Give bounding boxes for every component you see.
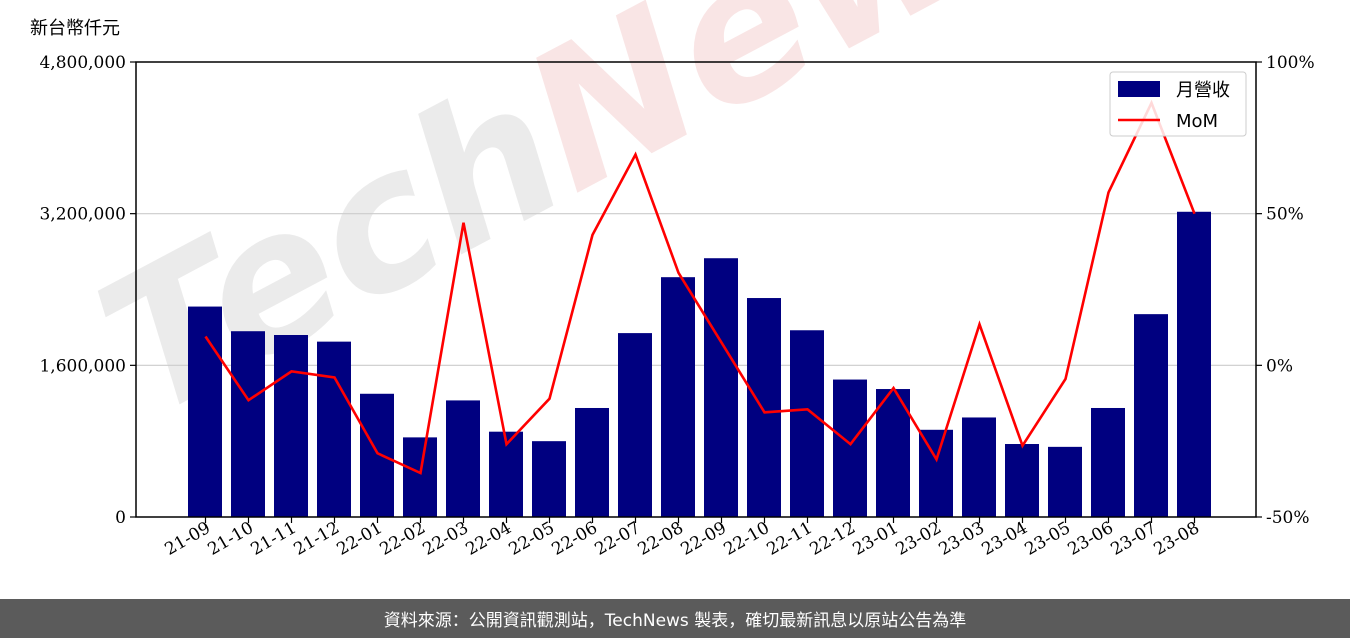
bar-21-09 [188,306,222,517]
bar-22-09 [704,258,738,517]
watermark: TechNews [67,0,1104,460]
right-tick-label: 0% [1266,356,1293,376]
x-tick-label-23-03: 23-03 [936,518,988,560]
bar-22-11 [790,330,824,517]
bar-22-03 [446,400,480,517]
x-tick-label-22-03: 22-03 [420,518,472,560]
left-tick-label: 4,800,000 [39,53,126,73]
x-tick-label-23-07: 23-07 [1108,518,1160,560]
x-tick-label-21-12: 21-12 [291,518,343,560]
bar-23-03 [962,417,996,517]
x-tick-label-21-09: 21-09 [162,518,214,560]
footer-source-note: 資料來源：公開資訊觀測站，TechNews 製表，確切最新訊息以原站公告為準 [0,599,1350,638]
bar-22-02 [403,437,437,517]
right-tick-label: 100% [1266,53,1315,73]
plot-frame [135,61,1257,518]
legend-label-line: MoM [1176,111,1218,132]
y-axis-unit-label: 新台幣仟元 [30,18,120,39]
bar-23-02 [919,429,953,517]
bar-21-11 [274,335,308,517]
legend-swatch-bar [1118,81,1160,97]
x-tick-label-22-09: 22-09 [678,518,730,560]
bar-21-10 [231,331,265,517]
bar-22-12 [833,379,867,517]
bar-22-01 [360,393,394,517]
left-tick-label: 0 [115,508,126,528]
bar-23-05 [1048,446,1082,517]
x-tick-label-23-01: 23-01 [850,518,902,560]
bar-22-07 [618,333,652,517]
x-tick-label-22-05: 22-05 [506,518,558,560]
bar-23-04 [1005,444,1039,517]
bar-23-06 [1091,407,1125,517]
mom-line [204,99,1196,475]
x-tick-label-21-10: 21-10 [205,518,257,560]
x-tick-label-23-04: 23-04 [979,518,1031,560]
left-tick-label: 1,600,000 [39,356,126,376]
mom-series-line [204,99,1196,475]
watermark-news: News [491,0,1104,234]
bar-22-10 [747,298,781,517]
left-tick-label: 3,200,000 [39,205,126,225]
watermark-text: TechNews [67,0,1104,460]
x-tick-label-21-11: 21-11 [248,518,300,560]
bar-22-08 [661,277,695,517]
bars [188,211,1211,518]
x-tick-label-23-05: 23-05 [1022,518,1074,560]
x-tick-label-23-06: 23-06 [1065,518,1117,560]
bar-21-12 [317,341,351,517]
x-tick-label-23-02: 23-02 [893,518,945,560]
x-tick-label-22-01: 22-01 [334,518,386,560]
x-tick-label-22-04: 22-04 [463,518,515,560]
bar-22-05 [532,441,566,517]
right-tick-label: 50% [1266,205,1304,225]
x-tick-label-22-08: 22-08 [635,518,687,560]
x-tick-label-22-10: 22-10 [721,518,773,560]
x-tick-label-22-02: 22-02 [377,518,429,560]
x-tick-label-22-11: 22-11 [764,518,816,560]
x-tick-label-23-08: 23-08 [1151,518,1203,560]
chart: TechNews 0 1,600,000 3,200,000 4,800,000 -50… [39,0,1315,560]
right-tick-label: -50% [1266,508,1310,528]
bar-23-01 [876,389,910,517]
legend: 月營收 MoM [1109,71,1247,137]
bar-23-07 [1134,314,1168,517]
x-tick-label-22-07: 22-07 [592,518,644,560]
x-tick-label-22-06: 22-06 [549,518,601,560]
legend-label-bar: 月營收 [1176,80,1230,101]
x-tick-label-22-12: 22-12 [807,518,859,560]
bar-22-06 [575,407,609,517]
bar-23-08 [1177,211,1211,518]
